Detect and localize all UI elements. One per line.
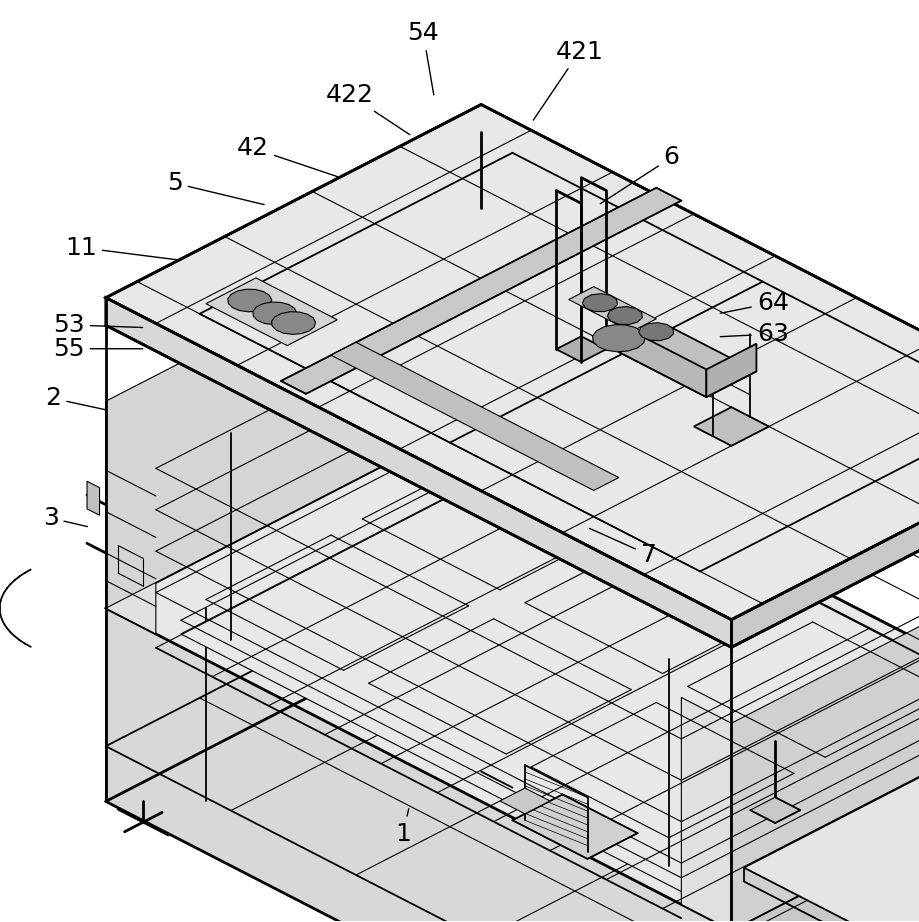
Polygon shape — [280, 188, 681, 394]
Polygon shape — [618, 325, 706, 397]
Polygon shape — [271, 312, 315, 335]
Text: 1: 1 — [394, 809, 411, 845]
Polygon shape — [592, 325, 644, 352]
Polygon shape — [731, 427, 919, 647]
Polygon shape — [731, 737, 919, 922]
Polygon shape — [181, 454, 919, 892]
Text: 54: 54 — [407, 21, 438, 95]
Polygon shape — [106, 415, 919, 922]
Polygon shape — [331, 342, 618, 491]
Polygon shape — [106, 401, 155, 634]
Polygon shape — [206, 278, 337, 346]
Polygon shape — [731, 530, 919, 922]
Polygon shape — [253, 302, 297, 325]
Text: 11: 11 — [65, 235, 179, 260]
Polygon shape — [693, 408, 768, 446]
Polygon shape — [228, 290, 271, 312]
Polygon shape — [106, 298, 731, 647]
Polygon shape — [106, 609, 731, 922]
Polygon shape — [582, 294, 617, 312]
Polygon shape — [706, 344, 755, 397]
Text: 422: 422 — [325, 83, 409, 135]
Polygon shape — [87, 481, 99, 515]
Polygon shape — [618, 326, 755, 397]
Text: 2: 2 — [45, 386, 106, 410]
Polygon shape — [749, 798, 800, 823]
Text: 64: 64 — [720, 290, 788, 314]
Text: 3: 3 — [42, 506, 87, 530]
Text: 55: 55 — [53, 337, 142, 361]
Polygon shape — [106, 104, 919, 620]
Text: 5: 5 — [166, 171, 264, 205]
Text: 7: 7 — [589, 528, 656, 567]
Text: 6: 6 — [600, 146, 679, 204]
Polygon shape — [743, 691, 919, 922]
Text: 421: 421 — [533, 40, 603, 120]
Polygon shape — [568, 287, 655, 332]
Polygon shape — [106, 208, 481, 609]
Text: 63: 63 — [720, 322, 788, 346]
Polygon shape — [681, 697, 731, 922]
Text: 42: 42 — [237, 136, 337, 177]
Polygon shape — [556, 337, 606, 362]
Text: 53: 53 — [53, 313, 142, 337]
Polygon shape — [499, 788, 550, 814]
Polygon shape — [512, 795, 637, 859]
Polygon shape — [638, 323, 673, 340]
Polygon shape — [607, 306, 641, 325]
